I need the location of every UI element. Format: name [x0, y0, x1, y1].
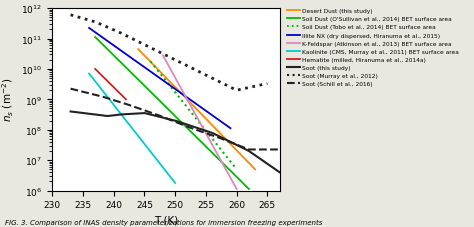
Text: FIG. 3. Comparison of INAS density parameterizations for immersion freezing expe: FIG. 3. Comparison of INAS density param… [5, 219, 322, 225]
Y-axis label: $n_s$ (m$^{-2}$): $n_s$ (m$^{-2}$) [0, 78, 16, 122]
Legend: Desert Dust (this study), Soil Dust (O'Sullivan et al., 2014) BET surface area, : Desert Dust (this study), Soil Dust (O'S… [284, 7, 462, 89]
X-axis label: T (K): T (K) [154, 215, 178, 225]
